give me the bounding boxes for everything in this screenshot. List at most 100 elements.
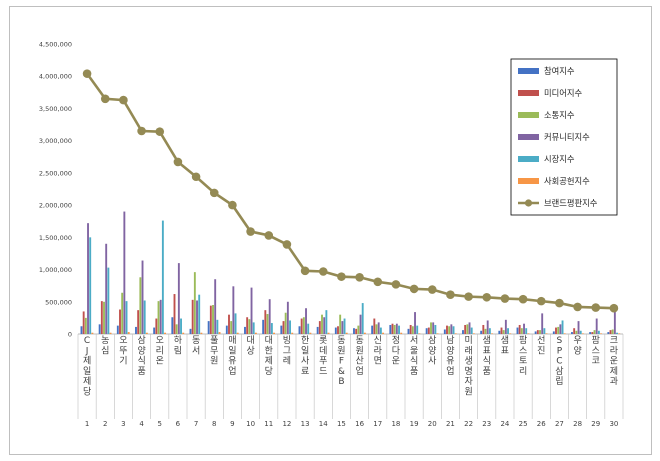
bar-시장지수 — [452, 326, 455, 334]
bar-커뮤니티지수 — [559, 324, 562, 334]
bar-소통지수 — [520, 328, 523, 334]
rank-label: 29 — [591, 420, 600, 428]
bar-시장지수 — [198, 294, 201, 334]
bar-시장지수 — [616, 332, 618, 334]
bar-소통지수 — [84, 317, 87, 334]
rank-label: 8 — [212, 420, 216, 428]
bar-커뮤니티지수 — [196, 300, 198, 334]
bar-참여지수 — [425, 328, 428, 334]
bar-시장지수 — [379, 327, 382, 334]
bar-소통지수 — [611, 329, 614, 334]
bar-소통지수 — [466, 324, 469, 334]
bar-소통지수 — [539, 330, 541, 334]
line-point — [355, 272, 364, 282]
bar-사회공헌지수 — [527, 333, 530, 334]
y-tick-label: 0 — [68, 331, 72, 339]
rank-label: 21 — [446, 420, 455, 428]
legend-swatch — [518, 68, 539, 74]
bar-미디어지수 — [191, 299, 194, 334]
bar-사회공헌지수 — [273, 332, 275, 334]
bar-미디어지수 — [282, 321, 285, 334]
bar-시장지수 — [289, 320, 291, 334]
bar-소통지수 — [157, 301, 160, 334]
bar-소통지수 — [557, 326, 560, 334]
bar-참여지수 — [607, 332, 610, 334]
line-point — [209, 188, 219, 198]
bar-커뮤니티지수 — [123, 211, 126, 334]
y-tick-label: 3,000,000 — [39, 137, 72, 145]
bar-커뮤니티지수 — [286, 301, 289, 334]
bar-미디어지수 — [137, 310, 140, 334]
axes: 0 500,000 1,000,000 1,500,000 2,000,000 2,500… — [39, 41, 624, 419]
bar-참여지수 — [135, 326, 137, 334]
bar-시장지수 — [579, 330, 582, 334]
legend-swatch — [518, 112, 539, 118]
bar-참여지수 — [462, 330, 464, 334]
bar-소통지수 — [302, 317, 305, 334]
bar-미디어지수 — [173, 294, 176, 334]
brand-line — [82, 69, 619, 313]
bar-사회공헌지수 — [418, 333, 421, 334]
bar-커뮤니티지수 — [450, 324, 453, 334]
bar-시장지수 — [143, 300, 146, 334]
bar-사회공헌지수 — [145, 332, 148, 334]
bar-시장지수 — [234, 313, 237, 334]
bar-커뮤니티지수 — [395, 323, 398, 334]
bar-커뮤니티지수 — [159, 299, 162, 334]
bar-미디어지수 — [355, 328, 358, 334]
bar-소통지수 — [593, 330, 596, 334]
bar-참여지수 — [552, 331, 555, 334]
bar-미디어지수 — [573, 328, 576, 334]
y-tick-label: 1,500,000 — [39, 234, 72, 242]
bar-시장지수 — [125, 301, 128, 334]
line-point — [155, 127, 165, 136]
bar-시장지수 — [343, 318, 346, 334]
bar-사회공헌지수 — [618, 333, 621, 334]
bar-커뮤니티지수 — [87, 223, 89, 334]
bar-시장지수 — [270, 323, 273, 334]
rank-label: 28 — [573, 420, 582, 428]
legend-swatch — [518, 90, 539, 96]
y-tick-label: 2,500,000 — [39, 169, 72, 177]
bar-커뮤니티지수 — [323, 317, 326, 334]
bar-참여지수 — [443, 329, 446, 334]
bar-참여지수 — [153, 327, 156, 334]
bar-소통지수 — [121, 292, 124, 334]
bar-소통지수 — [266, 314, 269, 334]
bar-참여지수 — [225, 325, 228, 334]
legend-label: 커뮤니티지수 — [544, 132, 590, 142]
bar-미디어지수 — [119, 309, 121, 334]
bar-사회공헌지수 — [127, 332, 130, 334]
bar-시장지수 — [107, 267, 110, 334]
bar-커뮤니티지수 — [232, 286, 235, 334]
y-tick-label: 4,000,000 — [39, 73, 72, 81]
bar-사회공헌지수 — [436, 333, 439, 334]
legend-marker — [524, 199, 533, 207]
brand-reputation-chart: 0 500,000 1,000,000 1,500,000 2,000,000 2,500… — [39, 41, 624, 428]
bar-시장지수 — [597, 330, 600, 334]
bar-사회공헌지수 — [600, 333, 602, 334]
bar-참여지수 — [171, 317, 174, 334]
bar-소통지수 — [230, 321, 233, 334]
bar-시장지수 — [307, 323, 310, 334]
line-point — [446, 290, 455, 299]
rank-label: 13 — [301, 420, 310, 428]
bar-미디어지수 — [373, 318, 376, 334]
